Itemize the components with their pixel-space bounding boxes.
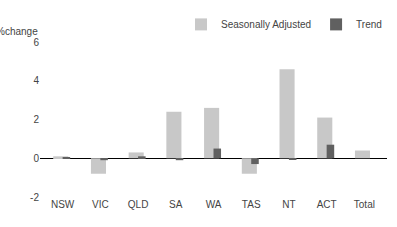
svg-text:0: 0 (33, 153, 39, 164)
svg-text:Seasonally Adjusted: Seasonally Adjusted (221, 19, 311, 30)
svg-text:ACT: ACT (317, 199, 337, 210)
svg-text:SA: SA (169, 199, 183, 210)
svg-text:-2: -2 (30, 192, 39, 203)
svg-text:4: 4 (33, 75, 39, 86)
svg-text:Total: Total (354, 199, 375, 210)
svg-text:QLD: QLD (128, 199, 149, 210)
svg-text:NSW: NSW (51, 199, 75, 210)
svg-text:Trend: Trend (356, 19, 382, 30)
svg-text:%change: %change (0, 26, 38, 37)
svg-text:6: 6 (33, 37, 39, 48)
svg-text:NT: NT (282, 199, 295, 210)
svg-text:VIC: VIC (92, 199, 109, 210)
svg-text:2: 2 (33, 114, 39, 125)
svg-text:TAS: TAS (242, 199, 261, 210)
svg-text:WA: WA (206, 199, 222, 210)
